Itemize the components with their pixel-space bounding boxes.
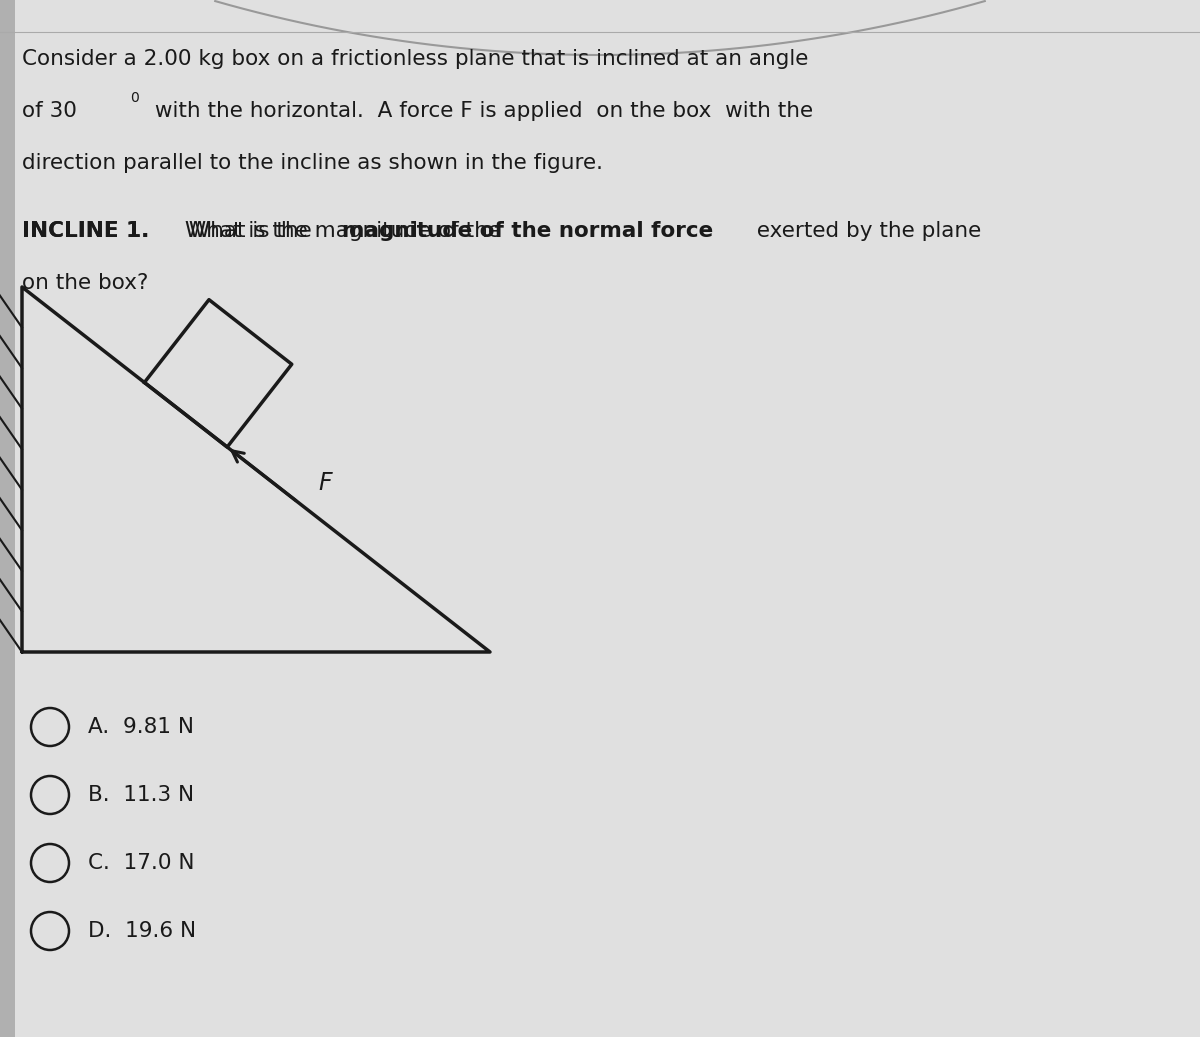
Text: What is the: What is the <box>182 221 319 241</box>
Text: exerted by the plane: exerted by the plane <box>750 221 982 241</box>
Text: INCLINE 1.: INCLINE 1. <box>22 221 149 241</box>
Text: 0: 0 <box>130 91 139 105</box>
Text: D.  19.6 N: D. 19.6 N <box>88 921 196 941</box>
Text: What is the magnitude of the: What is the magnitude of the <box>178 221 508 241</box>
Text: A.  9.81 N: A. 9.81 N <box>88 717 194 737</box>
Text: on the box?: on the box? <box>22 273 149 292</box>
Text: C.  17.0 N: C. 17.0 N <box>88 853 194 873</box>
Text: magnitude of the normal force: magnitude of the normal force <box>342 221 713 241</box>
Text: Consider a 2.00 kg box on a frictionless plane that is inclined at an angle: Consider a 2.00 kg box on a frictionless… <box>22 49 809 69</box>
Text: of 30: of 30 <box>22 101 77 121</box>
Text: direction parallel to the incline as shown in the figure.: direction parallel to the incline as sho… <box>22 153 604 173</box>
Text: INCLINE 1.: INCLINE 1. <box>22 221 149 241</box>
Text: F: F <box>318 471 332 495</box>
Text: with the horizontal.  A force F is applied  on the box  with the: with the horizontal. A force F is applie… <box>148 101 814 121</box>
Bar <box>0 0 14 1037</box>
Text: B.  11.3 N: B. 11.3 N <box>88 785 194 805</box>
